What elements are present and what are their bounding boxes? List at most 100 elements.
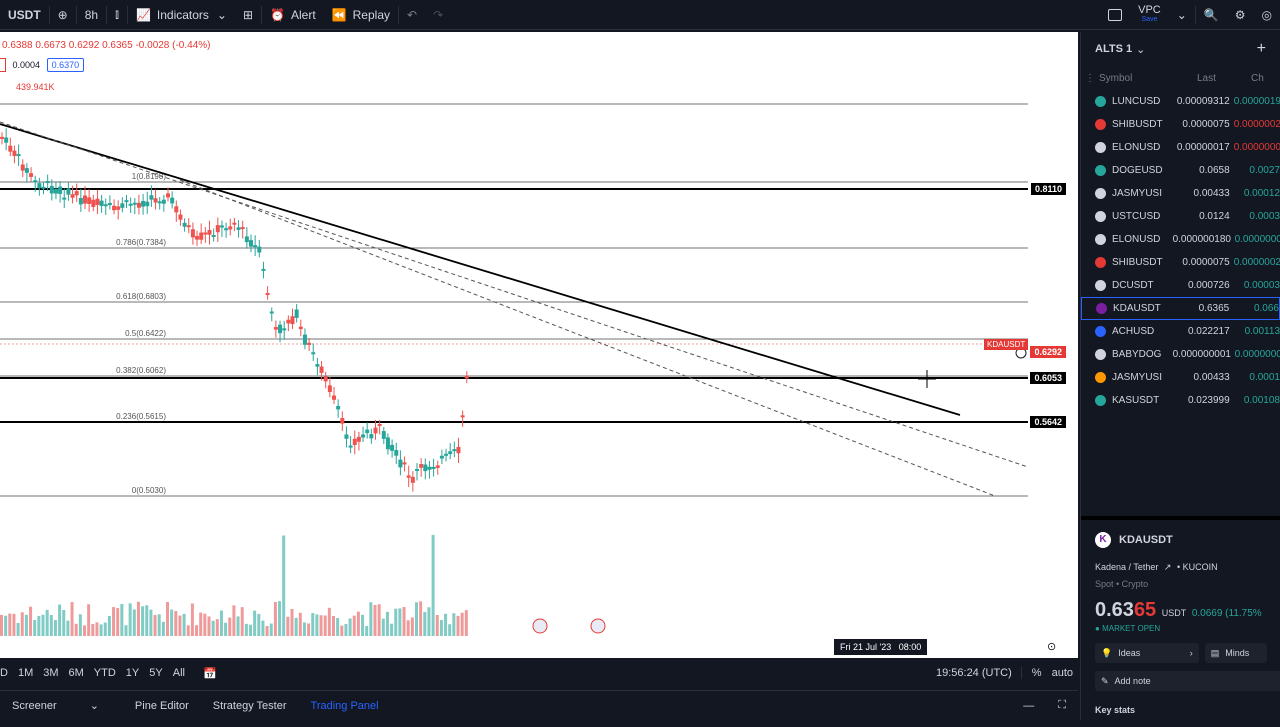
watchlist-row[interactable]: ACHUSD 0.022217 0.00113 xyxy=(1081,320,1280,343)
indicators-label: Indicators xyxy=(156,7,209,22)
quick-search-button[interactable]: 🔍 xyxy=(1196,0,1227,30)
candle-body xyxy=(145,201,150,207)
tab-trading-panel[interactable]: Trading Panel xyxy=(310,699,379,712)
alert-button[interactable]: ⏰ Alert xyxy=(262,0,324,30)
trendline-dashed xyxy=(0,121,1029,468)
trendline-dashed xyxy=(179,179,996,497)
volume-bar xyxy=(398,608,402,636)
layout-save-button[interactable]: VPC Save xyxy=(1130,0,1169,30)
col-symbol[interactable]: Symbol xyxy=(1099,72,1133,84)
volume-bar xyxy=(278,601,282,636)
search-icon: 🔍 xyxy=(1203,7,1219,22)
candle-body xyxy=(406,475,411,478)
replay-label: Replay xyxy=(352,7,390,22)
chart-svg[interactable]: 1(0.8198) 0.786(0.7384) 0.618(0.6803) 0.5(0… xyxy=(0,32,1078,658)
compare-button[interactable]: ⊕ xyxy=(50,0,76,30)
candle-body xyxy=(298,326,303,330)
watchlist-row[interactable]: SHIBUSDT 0.0000075 0.0000002 xyxy=(1081,113,1280,136)
watchlist-row[interactable]: ELONUSD 0.000000180 0.0000000 xyxy=(1081,228,1280,251)
layout-menu-button[interactable]: ⌄ xyxy=(1169,0,1195,30)
range-6m[interactable]: 6M xyxy=(68,667,84,679)
volume-bar xyxy=(33,620,37,636)
volume-bar xyxy=(332,616,335,636)
watchlist-last: 0.0658 xyxy=(1199,165,1230,176)
range-5y[interactable]: 5Y xyxy=(149,667,163,679)
watchlist-change: 0.0000000 xyxy=(1234,234,1280,245)
templates-button[interactable]: ⊞ xyxy=(235,0,261,30)
interval-button[interactable]: 8h xyxy=(77,0,106,30)
detail-exchange[interactable]: KUCOIN xyxy=(1182,562,1218,572)
range-ytd[interactable]: YTD xyxy=(93,667,116,679)
watchlist-row[interactable]: DOGEUSD 0.0658 0.0027 xyxy=(1081,159,1280,182)
watchlist-title[interactable]: ALTS 1 xyxy=(1095,43,1133,55)
tab-screener[interactable]: Screener ⌄ xyxy=(0,699,123,712)
layout-toggle-button[interactable] xyxy=(1100,0,1130,30)
watchlist-row[interactable]: JASMYUSI 0.00433 0.00012 xyxy=(1081,182,1280,205)
watchlist-last: 0.000000001 xyxy=(1172,349,1231,360)
coin-logo-icon xyxy=(1095,234,1106,245)
chevron-down-icon[interactable]: ⌄ xyxy=(1136,43,1146,56)
volume-bar xyxy=(91,623,95,636)
volume-bar xyxy=(410,617,414,636)
watchlist-row[interactable]: KDAUSDT 0.6365 0.066 xyxy=(1081,297,1280,320)
range-1m[interactable]: 1M xyxy=(17,667,34,679)
indicators-button[interactable]: 📈 Indicators ⌄ xyxy=(128,0,235,30)
range-all[interactable]: All xyxy=(172,667,185,679)
volume-bar xyxy=(87,604,91,636)
watchlist-row[interactable]: KASUSDT 0.023999 0.00108 xyxy=(1081,389,1280,412)
candle-body xyxy=(456,446,461,454)
volume-bar xyxy=(286,616,290,636)
settings-button[interactable]: ⚙ xyxy=(1227,0,1254,30)
volume-bar xyxy=(203,613,207,636)
chart-settings-icon[interactable]: ⊙ xyxy=(1047,641,1057,653)
redo-button[interactable]: ↷ xyxy=(425,0,451,30)
watchlist-row[interactable]: USTCUSD 0.0124 0.0003 xyxy=(1081,205,1280,228)
tab-strategy-tester[interactable]: Strategy Tester xyxy=(212,699,287,712)
range-3m[interactable]: 3M xyxy=(43,667,59,679)
chart-canvas[interactable]: 1(0.8198) 0.786(0.7384) 0.618(0.6803) 0.5(0… xyxy=(0,32,1078,658)
external-link-icon[interactable]: ↗ xyxy=(1163,562,1172,572)
minimize-icon[interactable]: — xyxy=(1023,699,1035,712)
candle-body xyxy=(435,465,440,468)
ideas-button[interactable]: 💡 Ideas › xyxy=(1095,643,1199,663)
watchlist-row[interactable]: BABYDOG 0.000000001 0.0000000 xyxy=(1081,343,1280,366)
utc-clock[interactable]: 19:56:24 (UTC) xyxy=(935,667,1012,679)
add-symbol-icon[interactable]: + xyxy=(1256,40,1266,57)
volume-bar xyxy=(240,607,244,636)
add-note-button[interactable]: ✎ Add note xyxy=(1095,671,1280,691)
col-last[interactable]: Last xyxy=(1197,72,1216,84)
symbol-search[interactable]: USDT xyxy=(0,0,49,30)
coin-logo-icon xyxy=(1095,257,1106,268)
calendar-icon[interactable]: 📅 xyxy=(202,667,217,680)
coin-logo-icon xyxy=(1096,303,1107,314)
candle-body xyxy=(323,376,328,382)
volume-bar xyxy=(348,618,352,636)
volume-bar xyxy=(298,612,302,636)
fib-level-label: 0.786(0.7384) xyxy=(116,238,166,247)
watchlist-row[interactable]: SHIBUSDT 0.0000075 0.0000002 xyxy=(1081,251,1280,274)
volume-bar xyxy=(377,604,381,636)
watchlist-row[interactable]: DCUSDT 0.000726 0.00003 xyxy=(1081,274,1280,297)
range-1y[interactable]: 1Y xyxy=(125,667,140,679)
percent-toggle[interactable]: % xyxy=(1020,667,1047,679)
volume-bar xyxy=(62,609,66,636)
auto-toggle[interactable]: auto xyxy=(1051,667,1073,679)
watchlist-row[interactable]: JASMYUSI 0.00433 0.0001 xyxy=(1081,366,1280,389)
undo-button[interactable]: ↶ xyxy=(399,0,425,30)
candle-body xyxy=(116,206,121,210)
candle-body xyxy=(290,316,295,325)
col-change[interactable]: Ch xyxy=(1251,72,1264,84)
range-d[interactable]: D xyxy=(0,667,8,679)
candle-body xyxy=(344,434,349,439)
ohlc-values: 0.6388 0.6673 0.6292 0.6365 -0.0028 (-0.… xyxy=(2,40,211,51)
minds-button[interactable]: ▤ Minds xyxy=(1204,643,1267,663)
chart-type-button[interactable]: ⫾ xyxy=(107,0,127,30)
watchlist-row[interactable]: LUNCUSD 0.00009312 0.0000019 xyxy=(1081,90,1280,113)
fullscreen-button[interactable]: ◎ xyxy=(1254,0,1280,30)
watchlist-row[interactable]: ELONUSD 0.00000017 0.0000000 xyxy=(1081,136,1280,159)
maximize-icon[interactable]: ⛶ xyxy=(1058,699,1066,711)
candle-body xyxy=(141,200,146,207)
replay-button[interactable]: ⏪ Replay xyxy=(324,0,398,30)
tab-pine-editor[interactable]: Pine Editor xyxy=(134,699,189,712)
volume-bar xyxy=(394,608,398,636)
